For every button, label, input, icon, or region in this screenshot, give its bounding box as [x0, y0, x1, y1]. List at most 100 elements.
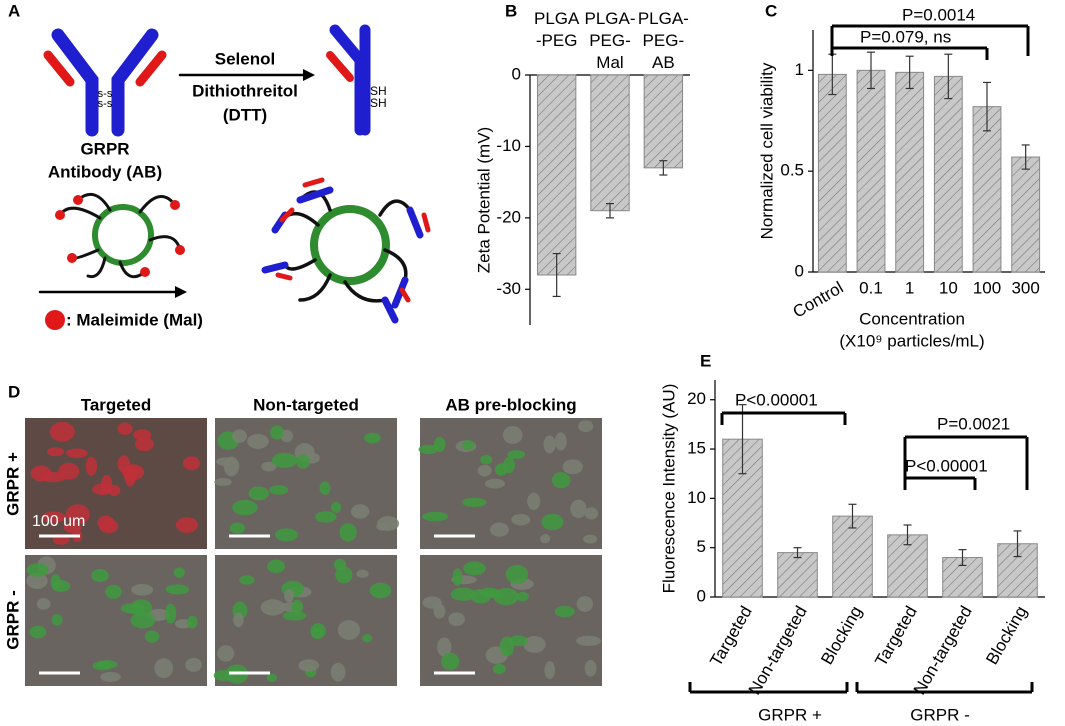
cell — [584, 507, 599, 520]
cell — [319, 481, 331, 495]
x-tick-label: PLGA-PEG-Mal — [584, 9, 635, 72]
cell — [183, 456, 201, 471]
annotation: P<0.00001 — [735, 390, 818, 409]
error-bar — [552, 252, 561, 298]
antibody-label: GRPR — [80, 139, 129, 158]
cell — [578, 420, 594, 433]
cell — [260, 599, 286, 616]
y-axis-label: Zeta Potential (mV) — [474, 127, 493, 273]
cell — [85, 456, 98, 476]
cell — [51, 580, 71, 592]
bar — [856, 69, 886, 273]
cell — [576, 635, 602, 646]
thiol-label: SH — [370, 96, 387, 110]
panel-label: D — [8, 382, 20, 401]
x-tick-label: Blocking — [982, 603, 1031, 668]
antibody-label: Antibody (AB) — [48, 162, 162, 181]
bar — [933, 75, 963, 273]
cell — [154, 658, 174, 679]
x-axis-label: Concentration — [859, 309, 965, 328]
error-bar — [738, 404, 747, 475]
x-tick-label: Blocking — [817, 603, 866, 668]
x-tick-label: 1 — [905, 278, 914, 297]
cell — [315, 511, 337, 523]
micrograph — [214, 418, 400, 549]
cell — [51, 614, 63, 626]
reagent-label: Selenol — [215, 49, 275, 68]
cell — [144, 630, 160, 643]
panel-label: C — [765, 1, 777, 20]
error-bar — [848, 503, 857, 529]
cell — [41, 511, 66, 523]
cell — [480, 454, 493, 465]
cell — [30, 465, 52, 482]
cell — [422, 596, 442, 609]
cell — [248, 486, 270, 501]
cell — [337, 620, 361, 640]
bar — [832, 515, 873, 598]
reagent-label: (DTT) — [223, 105, 267, 124]
cell — [233, 612, 244, 628]
cell — [282, 611, 307, 621]
cell — [232, 429, 247, 443]
cell — [131, 583, 154, 596]
cell — [173, 567, 185, 578]
cell — [99, 519, 119, 534]
antibody-diagram — [38, 24, 431, 330]
row-label: GRPR + — [3, 452, 22, 516]
cell — [492, 663, 506, 674]
cell — [186, 615, 198, 629]
cell — [437, 637, 452, 657]
cell — [364, 432, 381, 444]
cell — [100, 671, 121, 682]
cell — [551, 472, 571, 489]
x-tick-label: Targeted — [871, 603, 921, 670]
x-tick-label: 300 — [1011, 278, 1039, 297]
cell — [452, 568, 463, 587]
panel-label: B — [505, 1, 517, 20]
cell — [584, 660, 597, 677]
cell — [92, 483, 113, 495]
cell — [120, 603, 145, 614]
y-tick-label: -10 — [496, 136, 521, 155]
x-tick-label: 10 — [939, 278, 958, 297]
cell — [269, 485, 289, 495]
cell — [502, 425, 523, 445]
cell — [448, 612, 465, 627]
cell — [214, 478, 232, 487]
annotation: P<0.00001 — [905, 456, 988, 475]
error-bar — [867, 51, 875, 90]
cell — [284, 588, 295, 603]
x-axis-label: (X10⁹ particles/mL) — [839, 331, 984, 350]
cell — [356, 569, 369, 578]
cell — [165, 603, 177, 624]
scale-bar-label: 100 um — [32, 513, 85, 530]
cell — [484, 478, 506, 489]
cell — [270, 425, 285, 440]
cell — [185, 657, 202, 672]
cell — [554, 606, 575, 618]
cell — [331, 501, 342, 513]
cell — [369, 582, 392, 599]
cell — [232, 499, 258, 516]
cell — [26, 563, 49, 577]
cell — [570, 499, 587, 519]
cell — [271, 452, 298, 468]
cell — [291, 599, 303, 614]
cell — [92, 661, 112, 671]
y-tick-label: 1 — [795, 60, 804, 79]
cell — [462, 440, 475, 451]
y-tick-label: 0 — [795, 261, 804, 280]
cell — [213, 670, 234, 682]
micrograph — [25, 555, 207, 686]
x-tick-label: 100 — [973, 278, 1001, 297]
cell — [217, 645, 235, 662]
y-axis-label: Normalized cell viability — [757, 62, 776, 239]
cell — [296, 454, 311, 469]
bar — [590, 74, 630, 212]
cell — [275, 528, 298, 542]
cell — [135, 437, 155, 452]
error-bar — [659, 160, 668, 176]
cell — [503, 456, 515, 474]
